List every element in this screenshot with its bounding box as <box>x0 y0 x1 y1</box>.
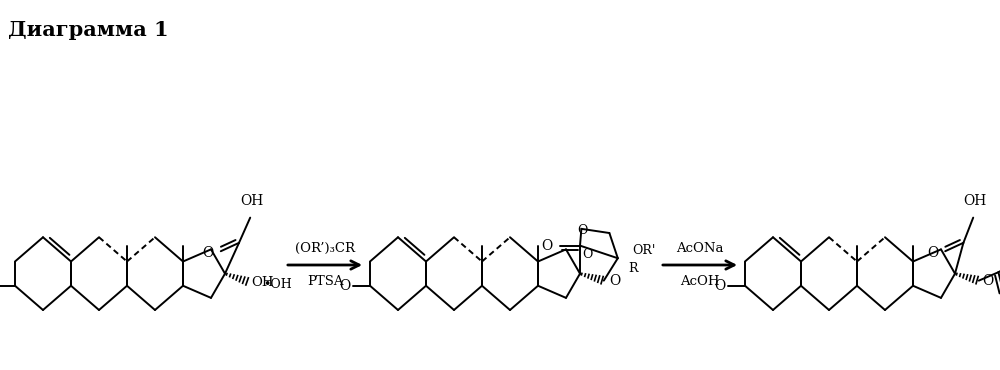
Text: OH: OH <box>241 194 264 208</box>
Text: PTSA: PTSA <box>307 275 343 288</box>
Text: O: O <box>541 239 552 253</box>
Text: O: O <box>609 274 620 287</box>
Text: •OH: •OH <box>263 278 292 290</box>
Text: Диаграмма 1: Диаграмма 1 <box>8 20 169 40</box>
Text: AcONa: AcONa <box>676 242 724 255</box>
Text: (OR’)₃CR: (OR’)₃CR <box>295 242 355 255</box>
Text: O: O <box>927 246 938 260</box>
Text: AcOH: AcOH <box>680 275 720 288</box>
Text: OH: OH <box>251 276 273 289</box>
Text: O: O <box>715 279 726 293</box>
Text: O: O <box>577 225 587 238</box>
Text: O: O <box>340 279 351 293</box>
Text: R: R <box>628 262 637 275</box>
Text: O: O <box>582 248 593 261</box>
Text: O: O <box>982 274 993 287</box>
Text: OR': OR' <box>632 244 655 257</box>
Text: O: O <box>203 246 214 260</box>
Text: OH: OH <box>964 194 987 208</box>
